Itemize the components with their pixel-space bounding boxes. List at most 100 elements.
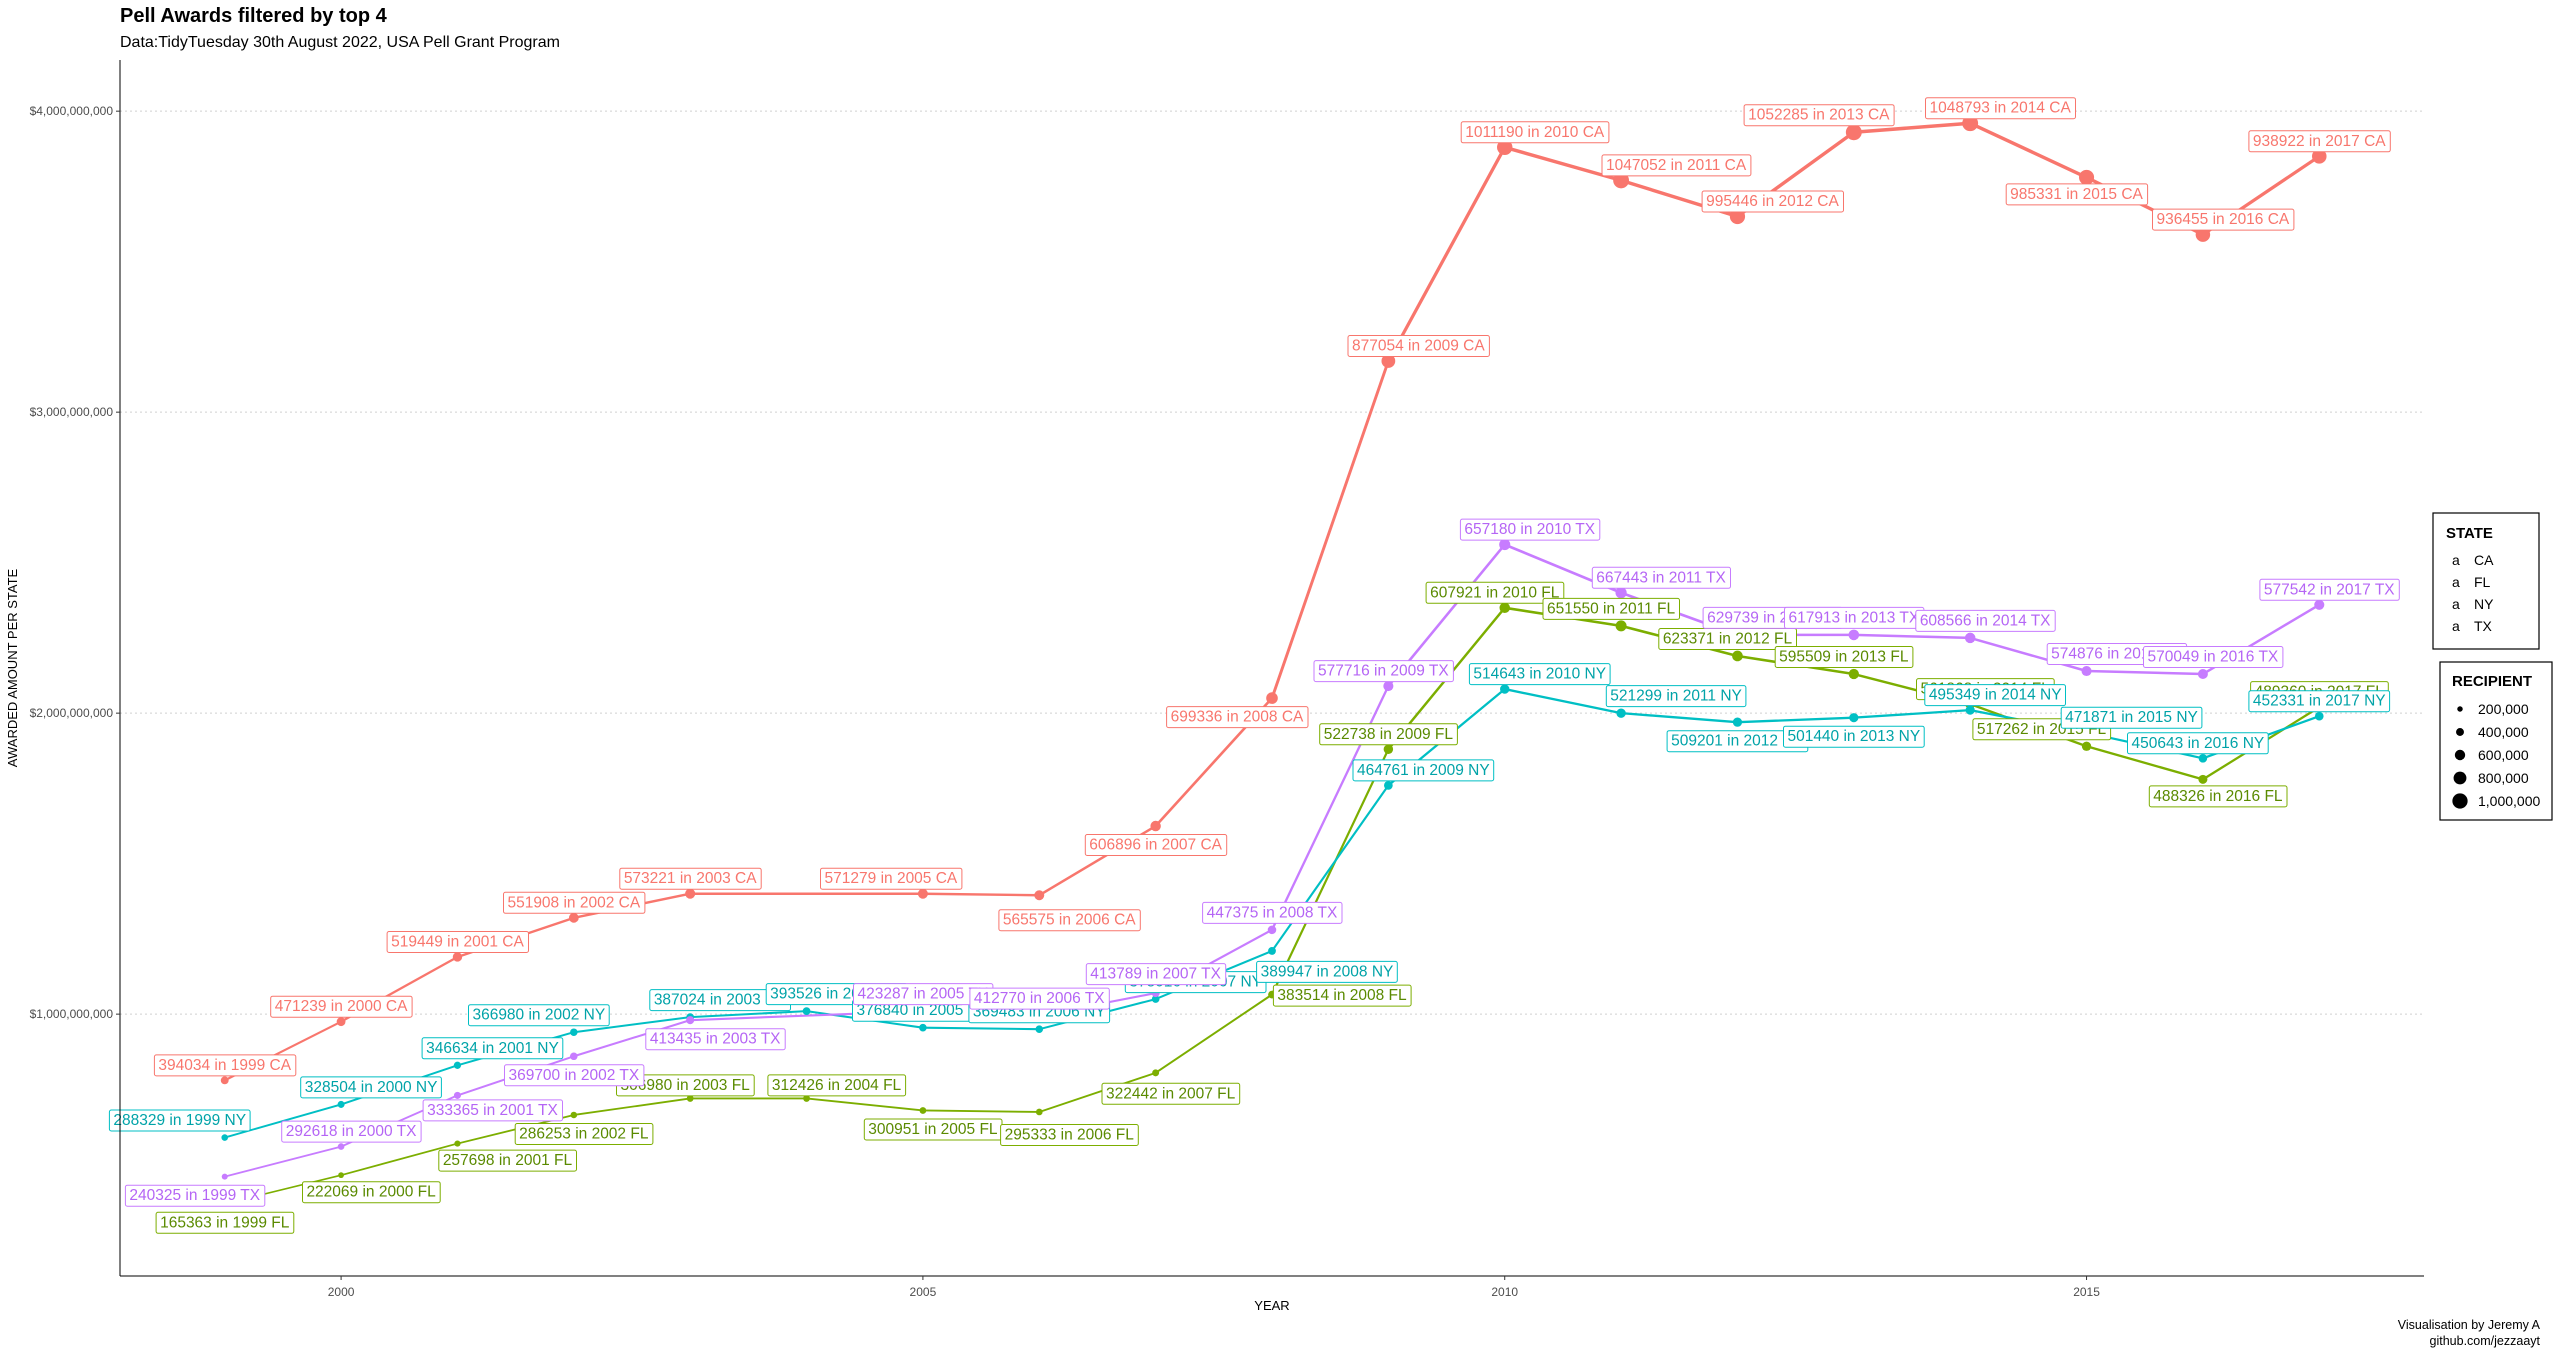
data-label-box xyxy=(1468,663,1611,686)
data-label-ca-2017: 938922 in 2017 CA xyxy=(2248,130,2391,153)
data-label-text: 877054 in 2009 CA xyxy=(1352,337,1485,354)
series-line-fl xyxy=(2085,745,2205,781)
point-ca-2009 xyxy=(1381,354,1396,368)
data-label-ca-2011: 1047052 in 2011 CA xyxy=(1601,154,1752,177)
y-axis-ticks: $1,000,000,000 $2,000,000,000 $3,000,000,0… xyxy=(30,104,120,1021)
data-label-text: 565575 in 2006 CA xyxy=(1003,912,1136,929)
data-label-fl-2002: 286253 in 2002 FL xyxy=(514,1123,654,1145)
point-ca-2001 xyxy=(452,952,463,962)
data-label-box xyxy=(155,1211,295,1234)
data-label-fl-1999: 165363 in 1999 FL xyxy=(155,1211,295,1234)
data-label-tx-2016: 570049 in 2016 TX xyxy=(2143,646,2284,668)
data-label-fl-2009: 522738 in 2009 FL xyxy=(1319,723,1458,746)
data-label-fl-2003: 306980 in 2003 FL xyxy=(616,1074,755,1097)
series-line-ny xyxy=(1503,687,1623,715)
data-label-ca-2008: 699336 in 2008 CA xyxy=(1166,706,1309,729)
point-fl-2009 xyxy=(1383,744,1394,754)
data-label-box xyxy=(1319,723,1458,746)
data-label-text: 608566 in 2014 TX xyxy=(1920,612,2051,629)
recipient-legend-title: RECIPIENT xyxy=(2452,673,2532,690)
data-label-ny-2002: 366980 in 2002 NY xyxy=(468,1004,610,1027)
data-label-ca-2007: 606896 in 2007 CA xyxy=(1084,834,1228,856)
data-label-box xyxy=(1701,190,1844,213)
data-label-box xyxy=(386,931,529,953)
data-label-box xyxy=(1425,581,1565,604)
data-label-box xyxy=(1166,706,1309,729)
data-label-text: 521299 in 2011 NY xyxy=(1610,688,1742,705)
data-label-box xyxy=(2248,690,2391,713)
series-line-fl xyxy=(1038,1071,1157,1113)
data-label-text: 1011190 in 2010 CA xyxy=(1465,124,1605,141)
x-axis-title: YEAR xyxy=(1254,1298,1289,1313)
data-label-box xyxy=(503,891,646,914)
series-line-tx xyxy=(572,1019,692,1058)
data-label-text: 1047052 in 2011 CA xyxy=(1606,157,1747,174)
series-line-ny xyxy=(572,1016,692,1034)
data-label-text: 985331 in 2015 CA xyxy=(2010,186,2143,203)
point-ca-2017 xyxy=(2312,149,2327,164)
state-legend-label-tx: TX xyxy=(2474,618,2493,634)
series-line-ca xyxy=(1968,121,2089,180)
recipient-legend-label: 1,000,000 xyxy=(2478,793,2540,809)
data-label-box xyxy=(969,987,1110,1010)
data-label-box xyxy=(302,1181,441,1204)
data-label-tx-2003: 413435 in 2003 TX xyxy=(645,1028,786,1051)
data-label-box xyxy=(1774,646,1914,668)
data-label-text: 699336 in 2008 CA xyxy=(1171,709,1304,726)
data-label-box xyxy=(2148,785,2288,808)
data-label-box xyxy=(422,1099,563,1122)
data-label-ca-2015: 985331 in 2015 CA xyxy=(2005,183,2149,206)
state-legend-title: STATE xyxy=(2446,525,2493,542)
data-label-ny-2003: 387024 in 2003 NY xyxy=(649,989,791,1012)
y-tick-label: $4,000,000,000 xyxy=(30,104,114,118)
data-label-text: 306980 in 2003 FL xyxy=(621,1077,751,1094)
x-axis-ticks: 2000 2005 2010 2015 xyxy=(328,1276,2100,1299)
point-tx-2011 xyxy=(1615,587,1627,599)
series-line-ca xyxy=(921,892,1041,897)
data-label-ca-2002: 551908 in 2002 CA xyxy=(503,891,646,914)
recipient-legend-label: 200,000 xyxy=(2478,701,2529,717)
data-label-box xyxy=(153,1054,297,1077)
data-label-text: 573221 in 2003 CA xyxy=(624,870,757,887)
point-ca-2003 xyxy=(685,888,696,899)
series-line-ca xyxy=(1386,145,1507,363)
data-label-ca-2010: 1011190 in 2010 CA xyxy=(1460,121,1610,144)
data-label-ny-2008: 389947 in 2008 NY xyxy=(1256,960,1398,983)
data-label-ca-2006: 565575 in 2006 CA xyxy=(998,909,1141,932)
data-label-ny-2016: 450643 in 2016 NY xyxy=(2127,732,2269,755)
chart-title: Pell Awards filtered by top 4 xyxy=(120,5,388,27)
data-label-box xyxy=(2143,646,2284,668)
point-ca-1999 xyxy=(220,1076,229,1085)
data-label-box xyxy=(619,867,762,890)
data-label-fl-2007: 322442 in 2007 FL xyxy=(1101,1082,1241,1105)
data-label-text: 295333 in 2006 FL xyxy=(1005,1126,1135,1143)
series-line-ny xyxy=(689,1010,808,1019)
x-tick-label: 2000 xyxy=(328,1285,355,1299)
data-label-text: 288329 in 1999 NY xyxy=(113,1112,246,1129)
data-label-tx-2001: 333365 in 2001 TX xyxy=(422,1099,563,1122)
data-label-text: 577542 in 2017 TX xyxy=(2264,581,2395,598)
series-line-fl xyxy=(805,1097,924,1112)
data-label-text: 366980 in 2002 NY xyxy=(472,1007,605,1024)
caption-line-2: github.com/jezzaayt xyxy=(2430,1334,2541,1348)
data-label-text: 667443 in 2011 TX xyxy=(1596,569,1726,586)
data-label-ny-2009: 464761 in 2009 NY xyxy=(1352,759,1495,782)
point-ca-2010 xyxy=(1497,139,1513,155)
data-label-box xyxy=(1915,609,2056,632)
data-label-text: 938922 in 2017 CA xyxy=(2253,133,2386,150)
data-label-box xyxy=(1542,597,1680,620)
point-ny-2004 xyxy=(802,1007,811,1016)
data-label-ca-2014: 1048793 in 2014 CA xyxy=(1925,97,2076,120)
data-label-box xyxy=(504,1064,645,1087)
point-fl-2003 xyxy=(686,1095,694,1102)
state-legend-key-ca: a xyxy=(2452,552,2460,568)
point-ny-2014 xyxy=(1965,705,1975,715)
data-label-tx-2009: 577716 in 2009 TX xyxy=(1313,660,1454,683)
data-label-ny-2010: 514643 in 2010 NY xyxy=(1468,663,1611,686)
y-axis-title: AWARDED AMOUNT PER STATE xyxy=(5,568,20,767)
recipient-legend-key xyxy=(2457,706,2463,712)
data-label-fl-2016: 488326 in 2016 FL xyxy=(2148,785,2288,808)
point-ny-2010 xyxy=(1500,684,1510,694)
data-label-text: 1052285 in 2013 CA xyxy=(1748,107,1890,124)
